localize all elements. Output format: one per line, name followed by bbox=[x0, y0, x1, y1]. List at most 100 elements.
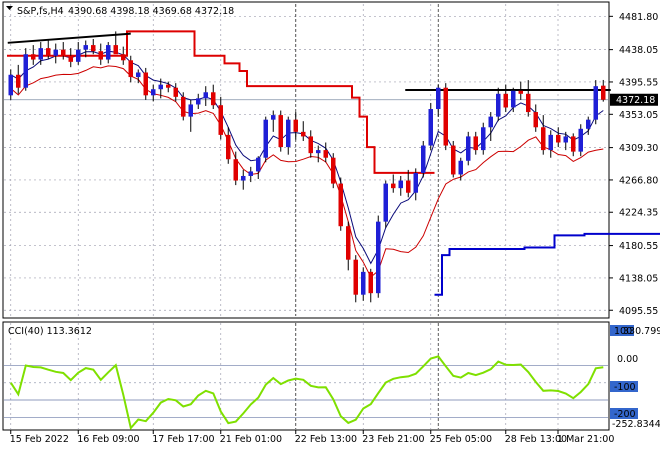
cci-series bbox=[9, 355, 604, 431]
bullish-candle bbox=[593, 86, 598, 120]
bullish-candle bbox=[83, 45, 88, 50]
bearish-candle bbox=[473, 136, 478, 151]
time-tick-label: 21 Feb 01:00 bbox=[220, 434, 282, 445]
bearish-candle bbox=[16, 74, 21, 88]
bearish-candle bbox=[533, 112, 538, 128]
slow-moving-average bbox=[10, 65, 604, 278]
time-tick-label: 25 Feb 05:00 bbox=[430, 434, 492, 445]
price-tick-label: 4438.05 bbox=[619, 45, 658, 56]
bullish-candle bbox=[38, 48, 43, 60]
bearish-candle bbox=[601, 85, 606, 100]
time-tick-label: 1 Mar 21:00 bbox=[557, 434, 614, 445]
bullish-candle bbox=[361, 271, 366, 295]
cci-panel-frame bbox=[2, 321, 610, 431]
bullish-candle bbox=[188, 104, 193, 117]
bullish-candle bbox=[563, 136, 568, 143]
bearish-candle bbox=[353, 259, 358, 295]
bearish-candle bbox=[98, 51, 103, 60]
bullish-candle bbox=[413, 172, 418, 193]
bearish-candle bbox=[61, 49, 66, 56]
bearish-candle bbox=[211, 92, 216, 106]
cci-minus100-box bbox=[610, 381, 638, 392]
bearish-candle bbox=[113, 45, 118, 55]
collapse-triangle-icon[interactable] bbox=[6, 6, 13, 10]
bearish-candle bbox=[451, 145, 456, 175]
bullish-candle bbox=[383, 183, 388, 222]
bearish-candle bbox=[293, 119, 298, 132]
bullish-candle bbox=[286, 119, 291, 148]
price-tick-label: 4138.05 bbox=[619, 273, 658, 284]
price-panel-frame bbox=[2, 1, 610, 319]
cci-minus100-label: -100 bbox=[614, 382, 636, 393]
bearish-candle bbox=[128, 60, 133, 78]
bearish-candle bbox=[91, 45, 96, 52]
bullish-candle bbox=[76, 49, 81, 62]
time-tick-label: 16 Feb 09:00 bbox=[77, 434, 139, 445]
bearish-candle bbox=[173, 87, 178, 97]
bearish-candle bbox=[338, 183, 343, 227]
trendline bbox=[7, 32, 131, 44]
bullish-candle bbox=[136, 72, 141, 78]
current-price-tag: 4372.18 bbox=[610, 93, 658, 106]
bullish-candle bbox=[196, 98, 201, 105]
cci-label: CCI(40) 113.3612 bbox=[8, 326, 92, 337]
bullish-candle bbox=[496, 93, 501, 117]
bullish-candle bbox=[203, 92, 208, 99]
price-axis: 4481.80 4438.05 4395.55 4353.05 4309.30 4266.… bbox=[609, 12, 658, 317]
price-tick-label: 4095.55 bbox=[619, 306, 658, 317]
bearish-candle bbox=[308, 136, 313, 154]
bearish-candle bbox=[68, 55, 73, 62]
bullish-candle bbox=[271, 115, 276, 120]
cci-top-box-text: 100 bbox=[614, 326, 632, 337]
symbol-label: S&P,fs,H4 bbox=[17, 6, 64, 17]
cci-min-value: -252.8344 bbox=[612, 419, 660, 430]
bearish-candle bbox=[143, 72, 148, 96]
time-tick-label: 28 Feb 13:00 bbox=[505, 434, 567, 445]
bearish-candle bbox=[121, 54, 126, 61]
bearish-candle bbox=[571, 136, 576, 152]
ohlc-readout: 4390.68 4398.18 4369.68 4372.18 bbox=[68, 6, 234, 17]
bearish-candle bbox=[323, 150, 328, 158]
bullish-candle bbox=[376, 221, 381, 294]
price-series bbox=[7, 30, 660, 296]
bearish-candle bbox=[443, 87, 448, 146]
current-price-value: 4372.18 bbox=[616, 95, 655, 106]
bearish-candle bbox=[503, 93, 508, 108]
bullish-candle bbox=[263, 119, 268, 158]
bullish-candle bbox=[466, 136, 471, 161]
bullish-candle bbox=[53, 49, 58, 56]
cci-top-box bbox=[610, 325, 634, 336]
bullish-candle bbox=[106, 45, 111, 60]
price-tick-label: 4266.80 bbox=[619, 175, 658, 186]
bearish-candle bbox=[233, 159, 238, 181]
bearish-candle bbox=[346, 226, 351, 260]
bearish-candle bbox=[541, 127, 546, 151]
bearish-candle bbox=[226, 134, 231, 160]
price-tick-label: 4309.30 bbox=[619, 143, 658, 154]
bullish-candle bbox=[481, 127, 486, 151]
bullish-candle bbox=[316, 150, 321, 154]
bullish-candle bbox=[241, 175, 246, 181]
bearish-candle bbox=[166, 84, 171, 88]
candles[interactable] bbox=[8, 31, 606, 303]
time-axis: 15 Feb 2022 16 Feb 09:00 17 Feb 17:00 21 Fe… bbox=[10, 430, 614, 445]
price-tick-label: 4481.80 bbox=[619, 12, 658, 23]
bearish-candle bbox=[278, 115, 283, 148]
bearish-candle bbox=[526, 93, 531, 113]
bearish-candle bbox=[331, 157, 336, 184]
bullish-candle bbox=[23, 54, 28, 88]
price-tick-label: 4224.35 bbox=[619, 208, 658, 219]
cci-zero-label: 0.00 bbox=[617, 354, 638, 365]
bullish-candle bbox=[458, 160, 463, 175]
trailing-stop-red bbox=[7, 30, 435, 174]
cci-line bbox=[9, 355, 604, 431]
bearish-candle bbox=[518, 90, 523, 94]
bearish-candle bbox=[31, 54, 36, 60]
bullish-candle bbox=[158, 84, 163, 90]
bullish-candle bbox=[548, 134, 553, 151]
bearish-candle bbox=[301, 131, 306, 137]
cci-minus200-box bbox=[610, 408, 638, 419]
bullish-candle bbox=[256, 157, 261, 172]
bullish-candle bbox=[488, 116, 493, 128]
